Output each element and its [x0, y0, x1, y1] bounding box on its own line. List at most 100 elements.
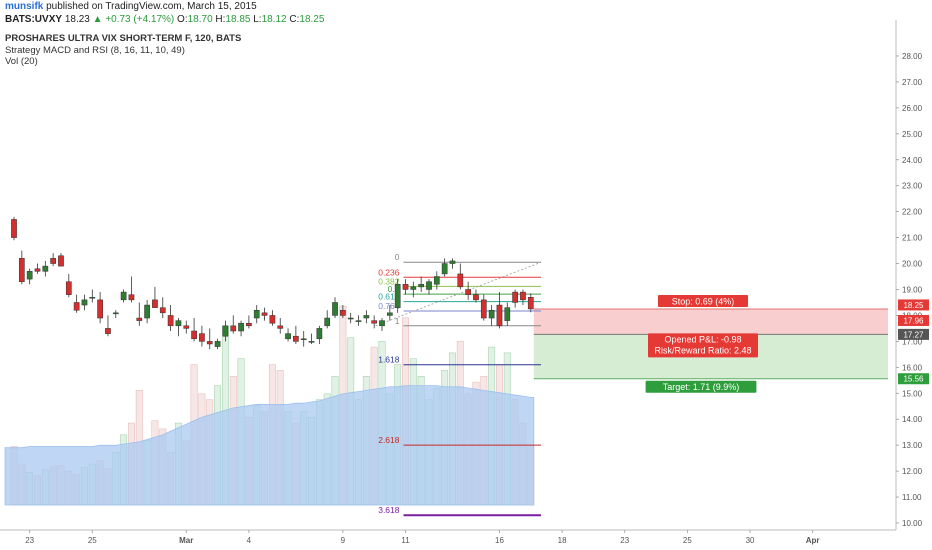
price-tick-label: 26.00 — [902, 104, 923, 113]
candle-body — [183, 325, 190, 329]
low-value: 18.12 — [261, 14, 287, 25]
price-tick-label: 12.00 — [902, 467, 923, 476]
fib-level-label: 0.382 — [378, 276, 400, 286]
price-change: ▲ +0.73 (+4.17%) — [92, 14, 175, 25]
strategy-legend[interactable]: Strategy MACD and RSI (8, 16, 11, 10, 49… — [5, 45, 185, 56]
candle-body — [347, 317, 354, 320]
candle-body — [65, 281, 72, 295]
candle-body — [410, 286, 417, 290]
candle-body — [105, 328, 111, 334]
candle-body — [520, 291, 526, 301]
candle-body — [394, 284, 401, 308]
time-tick-label: 11 — [401, 536, 410, 545]
fib-level-label: 0 — [395, 252, 400, 262]
fib-level-label: 3.618 — [378, 505, 400, 515]
candle-body — [42, 265, 49, 272]
pl-label-bg — [648, 333, 758, 358]
stop-label: Stop: 0.69 (4%) — [672, 296, 735, 306]
quote-line: BATS:UVXY 18.23 ▲ +0.73 (+4.17%) O:18.70… — [5, 14, 324, 25]
price-tick-label: 25.00 — [902, 130, 923, 139]
candle-body — [457, 273, 464, 288]
time-tick-label: 9 — [341, 536, 346, 545]
candle-body — [18, 258, 25, 282]
candle-body — [285, 333, 291, 340]
candle-body — [34, 268, 41, 272]
candle-body — [512, 291, 518, 303]
candle-body — [426, 281, 432, 290]
fib-level-label: 1.618 — [378, 355, 400, 365]
candle-body — [379, 320, 385, 327]
candle-body — [441, 263, 448, 275]
low-label: L: — [253, 14, 262, 25]
candle-body — [504, 307, 511, 321]
candle-body — [363, 315, 370, 319]
candle-body — [50, 258, 56, 264]
symbol-label[interactable]: BATS:UVXY — [5, 14, 63, 25]
price-axis: 10.00 11.00 12.00 13.00 14.00 15.00 16.00 17.00… — [896, 52, 923, 528]
price-tick-label: 13.00 — [902, 441, 923, 450]
price-tick-label: 15.00 — [902, 389, 923, 398]
candle-body — [261, 312, 268, 316]
candle-body — [340, 309, 346, 316]
price-tick-label: 24.00 — [902, 156, 923, 165]
fib-level-label: 2.618 — [378, 435, 400, 445]
price-tick-label: 17.00 — [902, 337, 923, 346]
publish-line: munsifk published on TradingView.com, Ma… — [5, 1, 257, 12]
candle-body — [324, 317, 331, 327]
candle-body — [433, 276, 440, 285]
candle-body — [300, 338, 307, 341]
candle-body — [473, 294, 479, 301]
price-tick-label: 10.00 — [902, 519, 923, 528]
axis-price-tag: 15.56 — [903, 375, 924, 384]
axis-price-tag-bg — [898, 373, 929, 385]
stop-zone — [533, 308, 888, 335]
candle-body — [527, 297, 534, 310]
axis-price-tag: 18.25 — [903, 301, 924, 310]
candle-body — [308, 341, 315, 343]
candle-body — [175, 320, 182, 327]
fib-level-label: 0.618 — [378, 292, 400, 302]
candle-body — [97, 299, 103, 319]
time-tick-label: 25 — [88, 536, 97, 545]
high-value: 18.85 — [225, 14, 251, 25]
price-tick-label: 16.00 — [902, 363, 923, 372]
price-tick-label: 21.00 — [902, 234, 923, 243]
publish-text: published on TradingView.com, March 15, … — [46, 1, 257, 12]
volume-ema-area — [4, 385, 535, 506]
candle-body — [214, 341, 221, 347]
time-tick-label: 25 — [683, 536, 692, 545]
candle-body — [81, 299, 88, 306]
candle-body — [199, 333, 205, 342]
instrument-title: PROSHARES ULTRA VIX SHORT-TERM F, 120, B… — [5, 33, 242, 44]
candle-body — [277, 325, 284, 329]
candle-body — [128, 294, 135, 301]
candle-body — [402, 284, 409, 290]
time-tick-label: 23 — [620, 536, 629, 545]
time-tick-label: 23 — [25, 536, 34, 545]
fib-level-label: 1 — [395, 316, 400, 326]
candle-body — [238, 322, 244, 332]
candle-body — [269, 315, 276, 324]
volume-legend[interactable]: Vol (20) — [5, 56, 38, 67]
candle-body — [246, 322, 252, 327]
candle-body — [332, 302, 338, 316]
time-axis: 23 25 Mar 4 9 11 16 18 23 25 30 Apr — [25, 530, 820, 545]
open-value: 18.70 — [187, 14, 213, 25]
candle-body — [386, 312, 393, 316]
candle-body — [449, 260, 456, 264]
candle-body — [316, 328, 323, 340]
author-link[interactable]: munsifk — [5, 1, 44, 12]
price-tick-label: 27.00 — [902, 78, 923, 87]
candle-body — [73, 302, 80, 311]
candle-body — [191, 330, 197, 340]
candle-body — [26, 271, 33, 280]
price-tick-label: 23.00 — [902, 182, 923, 191]
last-price: 18.23 — [64, 14, 90, 25]
price-tick-label: 19.00 — [902, 285, 923, 294]
axis-price-tag-bg — [898, 314, 929, 326]
candle-body — [89, 297, 96, 299]
candle-body — [58, 255, 64, 267]
fib-level-label: 0.236 — [378, 267, 400, 277]
